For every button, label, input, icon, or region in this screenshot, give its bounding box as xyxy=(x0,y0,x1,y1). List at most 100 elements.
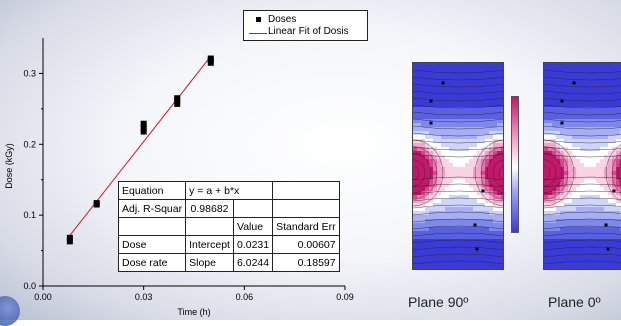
contour-cell xyxy=(493,107,498,112)
contour-cell xyxy=(568,127,573,132)
contour-cell xyxy=(425,259,430,264)
contour-cell xyxy=(421,67,426,72)
contour-cell xyxy=(592,179,597,184)
contour-cell xyxy=(608,215,613,220)
contour-cell xyxy=(596,111,601,116)
contour-cell xyxy=(441,223,446,228)
contour-cell xyxy=(552,119,557,124)
contour-cell xyxy=(564,63,569,68)
contour-cell xyxy=(560,219,565,224)
contour-line xyxy=(413,204,503,209)
contour-cell xyxy=(485,267,490,269)
contour-cell xyxy=(580,119,585,124)
contour-cell xyxy=(437,267,442,269)
contour-cell xyxy=(417,139,422,144)
contour-cell xyxy=(576,211,581,216)
contour-cell xyxy=(497,167,502,172)
contour-cell xyxy=(588,123,593,128)
contour-cell xyxy=(449,67,454,72)
contour-cell xyxy=(429,191,434,196)
contour-cell xyxy=(457,103,462,108)
contour-cell xyxy=(469,191,474,196)
contour-cell xyxy=(473,139,478,144)
contour-cell xyxy=(425,215,430,220)
contour-cell xyxy=(564,227,569,232)
contour-cell xyxy=(477,131,482,136)
contour-cell xyxy=(457,195,462,200)
contour-cell xyxy=(576,219,581,224)
contour-cell xyxy=(584,135,589,140)
data-point xyxy=(66,234,73,241)
contour-cell xyxy=(600,235,605,240)
contour-cell xyxy=(441,99,446,104)
contour-cell xyxy=(449,123,454,128)
contour-cell xyxy=(604,119,609,124)
contour-cell xyxy=(477,163,482,168)
contour-cell xyxy=(417,223,422,228)
contour-cell xyxy=(612,251,617,256)
contour-cell xyxy=(465,103,470,108)
contour-cell xyxy=(576,135,581,140)
contour-line xyxy=(486,153,503,193)
contour-cell xyxy=(544,203,549,208)
contour-cell xyxy=(485,163,490,168)
contour-cell xyxy=(429,235,434,240)
measurement-point xyxy=(429,99,433,103)
contour-cell xyxy=(592,163,597,168)
contour-cell xyxy=(584,143,589,148)
contour-cell xyxy=(600,91,605,96)
contour-cell xyxy=(433,251,438,256)
contour-cell xyxy=(548,71,553,76)
contour-cell xyxy=(425,175,430,180)
contour-cell xyxy=(441,83,446,88)
contour-cell xyxy=(461,155,466,160)
contour-cell xyxy=(441,195,446,200)
contour-cell xyxy=(457,239,462,244)
contour-cell xyxy=(572,147,577,152)
contour-cell xyxy=(465,211,470,216)
contour-cell xyxy=(501,127,503,132)
contour-cell xyxy=(592,219,597,224)
contour-cell xyxy=(441,235,446,240)
contour-cell xyxy=(493,167,498,172)
contour-cell xyxy=(548,87,553,92)
contour-line xyxy=(413,225,503,230)
contour-cell xyxy=(564,247,569,252)
contour-cell xyxy=(497,143,502,148)
contour-cell xyxy=(616,119,621,124)
contour-cell xyxy=(600,79,605,84)
contour-cell xyxy=(564,239,569,244)
contour-cell xyxy=(485,67,490,72)
contour-cell xyxy=(493,207,498,212)
contour-cell xyxy=(453,183,458,188)
contour-cell xyxy=(493,211,498,216)
contour-cell xyxy=(548,235,553,240)
contour-cell xyxy=(560,155,565,160)
contour-cell xyxy=(485,123,490,128)
contour-cell xyxy=(453,207,458,212)
contour-cell xyxy=(501,195,503,200)
contour-cell xyxy=(417,151,422,156)
contour-cell xyxy=(461,147,466,152)
contour-cell xyxy=(576,195,581,200)
contour-cell xyxy=(584,111,589,116)
contour-cell xyxy=(489,259,494,264)
contour-cell xyxy=(485,95,490,100)
contour-plot-plane-90 xyxy=(412,62,504,270)
contour-cell xyxy=(437,71,442,76)
contour-cell xyxy=(437,251,442,256)
contour-cell xyxy=(548,263,553,268)
contour-cell xyxy=(465,155,470,160)
contour-cell xyxy=(421,267,426,269)
contour-cell xyxy=(608,231,613,236)
contour-cell xyxy=(489,215,494,220)
contour-cell xyxy=(564,159,569,164)
contour-cell xyxy=(421,71,426,76)
contour-cell xyxy=(552,91,557,96)
contour-cell xyxy=(556,135,561,140)
contour-line xyxy=(544,118,621,123)
contour-cell xyxy=(600,111,605,116)
contour-cell xyxy=(596,239,601,244)
contour-cell xyxy=(608,63,613,68)
contour-cell xyxy=(497,99,502,104)
